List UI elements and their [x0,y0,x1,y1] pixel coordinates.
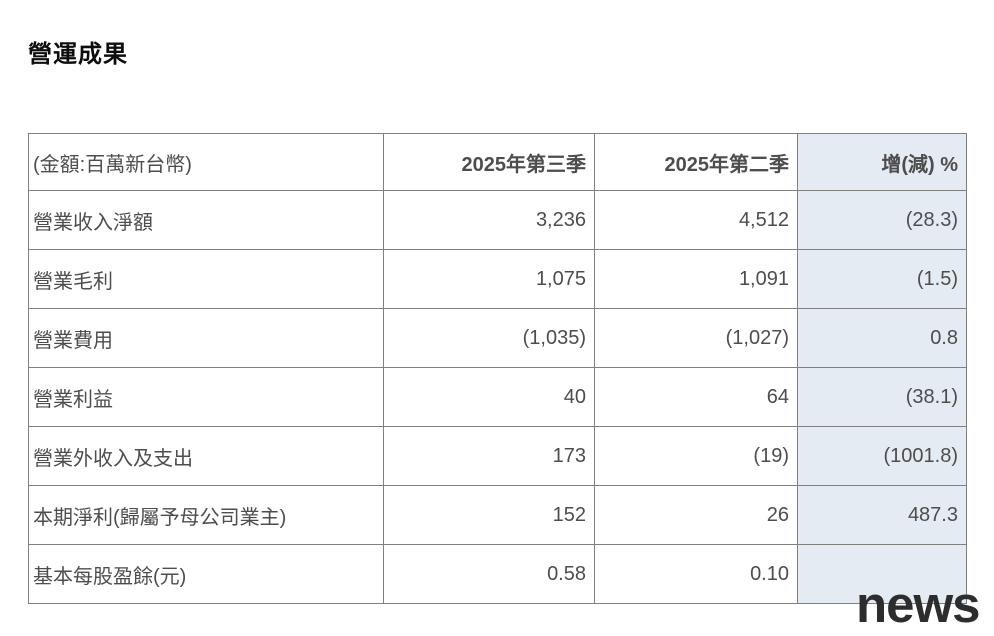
q2-value: 4,512 [594,190,798,250]
q2-value: 0.10 [594,544,798,604]
q3-value: 173 [383,426,595,486]
row-label: 基本每股盈餘(元) [28,544,384,604]
column-header-unit-note: (金額:百萬新台幣) [28,133,384,191]
table-row: 營業利益 40 64 (38.1) [28,367,967,427]
page-title: 營運成果 [28,41,128,68]
row-label: 本期淨利(歸屬予母公司業主) [28,485,384,545]
row-label: 營業毛利 [28,249,384,309]
row-label: 營業費用 [28,308,384,368]
row-label: 營業外收入及支出 [28,426,384,486]
q2-value: (1,027) [594,308,798,368]
q3-value: 40 [383,367,595,427]
change-value: (28.3) [797,190,967,250]
operating-results-table: (金額:百萬新台幣) 2025年第三季 2025年第二季 增(減) % 營業收入… [28,133,967,604]
change-value: (38.1) [797,367,967,427]
change-value: 0.8 [797,308,967,368]
q3-value: 1,075 [383,249,595,309]
q3-value: 3,236 [383,190,595,250]
q3-value: (1,035) [383,308,595,368]
table-row: 營業費用 (1,035) (1,027) 0.8 [28,308,967,368]
column-header-change-pct: 增(減) % [797,133,967,191]
row-label: 營業利益 [28,367,384,427]
table-row: 基本每股盈餘(元) 0.58 0.10 [28,544,967,604]
change-value: 487.3 [797,485,967,545]
change-value: (1001.8) [797,426,967,486]
q3-value: 0.58 [383,544,595,604]
q2-value: 1,091 [594,249,798,309]
table-row: 營業收入淨額 3,236 4,512 (28.3) [28,190,967,250]
q2-value: 26 [594,485,798,545]
news-watermark: news [856,576,981,633]
table-row: 營業外收入及支出 173 (19) (1001.8) [28,426,967,486]
change-value [797,544,967,604]
header-row: (金額:百萬新台幣) 2025年第三季 2025年第二季 增(減) % [28,133,967,191]
q3-value: 152 [383,485,595,545]
table-row: 營業毛利 1,075 1,091 (1.5) [28,249,967,309]
column-header-2025-q2: 2025年第二季 [594,133,798,191]
column-header-2025-q3: 2025年第三季 [383,133,595,191]
table-row: 本期淨利(歸屬予母公司業主) 152 26 487.3 [28,485,967,545]
row-label: 營業收入淨額 [28,190,384,250]
q2-value: (19) [594,426,798,486]
change-value: (1.5) [797,249,967,309]
q2-value: 64 [594,367,798,427]
